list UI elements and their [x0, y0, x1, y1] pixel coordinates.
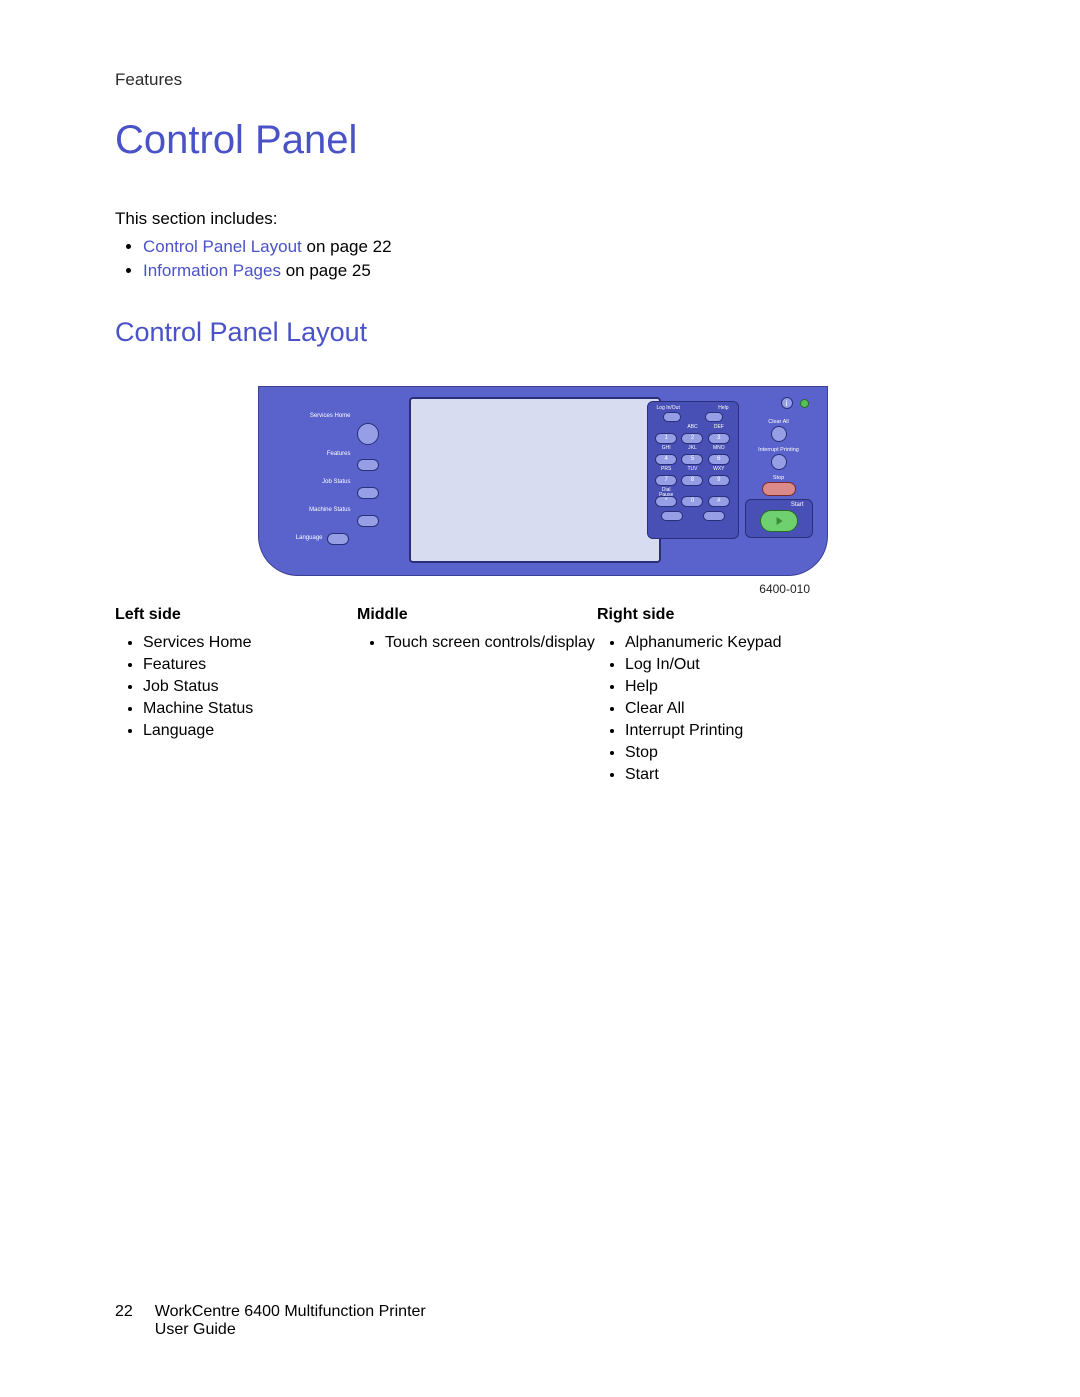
list-item: Services Home	[143, 634, 357, 652]
list-item: Stop	[625, 744, 970, 762]
column-left: Left side Services Home Features Job Sta…	[115, 606, 357, 788]
help-button	[705, 412, 723, 422]
key-1: 1	[655, 433, 677, 444]
list-item: Machine Status	[143, 700, 357, 718]
toc-link-control-panel-layout[interactable]: Control Panel Layout	[143, 237, 302, 256]
key-star: *	[655, 496, 677, 507]
page-number: 22	[115, 1303, 133, 1321]
c-button	[703, 511, 725, 521]
key-7: 7	[655, 475, 677, 486]
stop-button	[762, 482, 796, 496]
toc-suffix: on page 22	[302, 237, 392, 256]
toc-item: Information Pages on page 25	[143, 261, 970, 281]
toc-link-information-pages[interactable]: Information Pages	[143, 261, 281, 280]
col-heading-right: Right side	[597, 606, 970, 624]
right-buttons: i Clear All Interrupt Printing Stop Star…	[745, 397, 813, 538]
figure-wrap: Services Home Features Job Status Machin…	[115, 386, 970, 576]
list-item: Touch screen controls/display	[385, 634, 597, 652]
label-language: Language	[263, 535, 323, 541]
control-panel-diagram: Services Home Features Job Status Machin…	[258, 386, 828, 576]
clear-all-button	[771, 426, 787, 442]
keypad: Log In/Out Help ABC DEF 1 2 3 GHI JKL MN…	[647, 401, 739, 539]
key-6: 6	[708, 454, 730, 465]
touch-screen	[409, 397, 661, 563]
label-log-in-out: Log In/Out	[657, 405, 680, 411]
features-button	[357, 459, 379, 471]
intro-text: This section includes:	[115, 209, 970, 229]
label-job-status: Job Status	[291, 479, 351, 485]
key-2: 2	[681, 433, 703, 444]
list-item: Help	[625, 678, 970, 696]
list-item: Start	[625, 766, 970, 784]
column-middle: Middle Touch screen controls/display	[357, 606, 597, 788]
figure-id: 6400-010	[115, 582, 970, 596]
column-right: Right side Alphanumeric Keypad Log In/Ou…	[597, 606, 970, 788]
list-item: Log In/Out	[625, 656, 970, 674]
label-clear-all: Clear All	[745, 419, 813, 425]
toc-item: Control Panel Layout on page 22	[143, 237, 970, 257]
label-help: Help	[718, 405, 728, 411]
footer: 22 WorkCentre 6400 Multifunction Printer…	[115, 1303, 426, 1339]
footer-text: WorkCentre 6400 Multifunction Printer Us…	[155, 1303, 426, 1339]
label-stop: Stop	[745, 475, 813, 481]
page-title: Control Panel	[115, 118, 970, 163]
list-item: Interrupt Printing	[625, 722, 970, 740]
info-icon: i	[781, 397, 793, 409]
dial-pause-button	[661, 511, 683, 521]
key-hash: #	[708, 496, 730, 507]
label-machine-status: Machine Status	[291, 507, 351, 513]
key-5: 5	[681, 454, 703, 465]
services-home-button	[357, 423, 379, 445]
list-item: Language	[143, 722, 357, 740]
label-start: Start	[748, 502, 810, 508]
interrupt-button	[771, 454, 787, 470]
key-8: 8	[681, 475, 703, 486]
list-item: Job Status	[143, 678, 357, 696]
list-item: Alphanumeric Keypad	[625, 634, 970, 652]
key-9: 9	[708, 475, 730, 486]
keypad-grid: ABC DEF 1 2 3 GHI JKL MNO 4 5 6 PRS TUV …	[651, 425, 735, 507]
language-button	[327, 533, 349, 545]
col-heading-left: Left side	[115, 606, 357, 624]
label-interrupt: Interrupt Printing	[745, 447, 813, 453]
label-services-home: Services Home	[291, 413, 351, 419]
key-3: 3	[708, 433, 730, 444]
key-0: 0	[681, 496, 703, 507]
breadcrumb: Features	[115, 70, 970, 90]
start-button	[760, 510, 798, 532]
label-features: Features	[291, 451, 351, 457]
status-led-icon	[800, 399, 809, 408]
columns: Left side Services Home Features Job Sta…	[115, 606, 970, 788]
log-in-out-button	[663, 412, 681, 422]
job-status-button	[357, 487, 379, 499]
toc-suffix: on page 25	[281, 261, 371, 280]
list-item: Clear All	[625, 700, 970, 718]
key-4: 4	[655, 454, 677, 465]
list-item: Features	[143, 656, 357, 674]
col-heading-middle: Middle	[357, 606, 597, 624]
section-title: Control Panel Layout	[115, 317, 970, 348]
toc-list: Control Panel Layout on page 22 Informat…	[115, 237, 970, 281]
machine-status-button	[357, 515, 379, 527]
